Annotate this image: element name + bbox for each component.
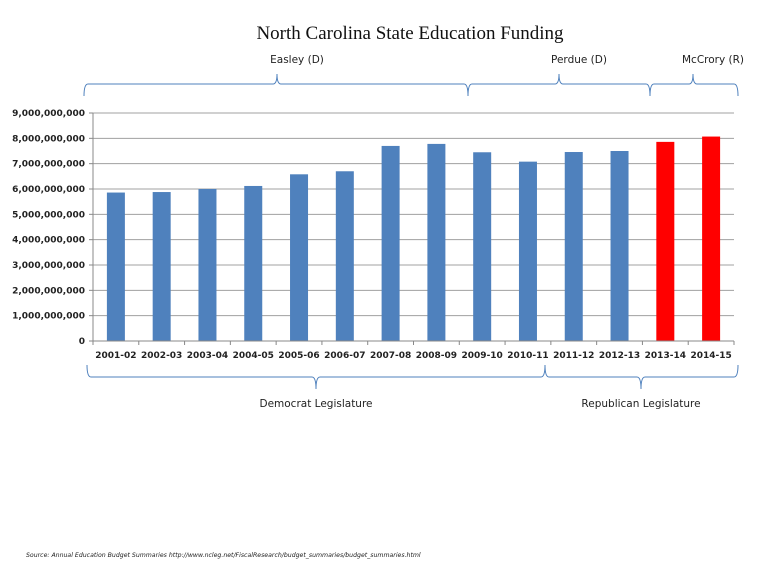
legislature-brackets: Democrat Legislature Republican Legislatu…: [86, 364, 739, 410]
y-tick-label: 2,000,000,000: [12, 286, 85, 296]
x-tick-label: 2002-03: [141, 351, 182, 361]
governor-2-bracket: [467, 73, 651, 97]
source-note: Source: Annual Education Budget Summarie…: [26, 551, 421, 559]
governor-3-label: McCrory (R): [682, 54, 744, 66]
x-tick-label: 2005-06: [278, 351, 319, 361]
governor-2-label: Perdue (D): [551, 54, 607, 66]
x-tick-label: 2011-12: [553, 351, 594, 361]
bar-2001-02: [106, 192, 125, 341]
y-tick-label: 1,000,000,000: [12, 312, 85, 322]
bar-2011-12: [564, 152, 583, 341]
bar-2009-10: [473, 152, 492, 341]
bar-2010-11: [518, 161, 537, 341]
bar-2004-05: [244, 185, 263, 341]
x-tick-label: 2003-04: [187, 351, 228, 361]
x-tick-label: 2008-09: [416, 351, 457, 361]
bar-2007-08: [381, 145, 400, 341]
legislature-1-label: Democrat Legislature: [259, 398, 372, 410]
bar-2008-09: [427, 143, 446, 341]
governor-1-bracket: [83, 73, 469, 97]
governor-brackets: Easley (D) Perdue (D) McCrory (R): [83, 54, 744, 97]
y-tick-label: 5,000,000,000: [12, 210, 85, 220]
bars: [106, 136, 721, 341]
y-tick-label: 0: [79, 337, 85, 347]
y-axis-ticks: 0 1,000,000,000 2,000,000,000 3,000,000,000…: [12, 109, 93, 347]
y-tick-label: 7,000,000,000: [12, 160, 85, 170]
gridlines: [93, 112, 734, 317]
y-tick-label: 6,000,000,000: [12, 185, 85, 195]
bar-2006-07: [335, 171, 354, 341]
bar-2002-03: [152, 192, 171, 341]
bar-2005-06: [290, 174, 309, 341]
y-tick-label: 9,000,000,000: [12, 109, 85, 119]
y-tick-label: 4,000,000,000: [12, 236, 85, 246]
governor-1-label: Easley (D): [270, 54, 324, 66]
chart-title: North Carolina State Education Funding: [256, 23, 564, 44]
x-tick-label: 2001-02: [95, 351, 136, 361]
bar-2013-14: [656, 141, 675, 341]
y-tick-label: 3,000,000,000: [12, 261, 85, 271]
legislature-2-bracket: [544, 364, 739, 390]
bar-2012-13: [610, 151, 629, 341]
legislature-2-label: Republican Legislature: [581, 398, 700, 410]
x-axis-ticks: 2001-02 2002-03 2003-04 2004-05 2005-06 2006-…: [92, 341, 735, 361]
x-tick-label: 2007-08: [370, 351, 411, 361]
governor-3-bracket: [649, 73, 739, 97]
x-tick-label: 2009-10: [462, 351, 503, 361]
x-tick-label: 2014-15: [690, 351, 731, 361]
x-tick-label: 2010-11: [507, 351, 548, 361]
x-tick-label: 2013-14: [645, 351, 686, 361]
x-tick-label: 2012-13: [599, 351, 640, 361]
legislature-1-bracket: [86, 364, 546, 390]
axes: [92, 113, 734, 342]
bar-2003-04: [198, 189, 217, 341]
x-tick-label: 2004-05: [233, 351, 274, 361]
x-tick-label: 2006-07: [324, 351, 365, 361]
y-tick-label: 8,000,000,000: [12, 134, 85, 144]
bar-2014-15: [702, 136, 721, 341]
